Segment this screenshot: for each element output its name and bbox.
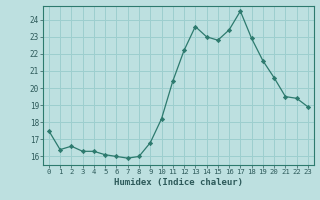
X-axis label: Humidex (Indice chaleur): Humidex (Indice chaleur) bbox=[114, 178, 243, 187]
